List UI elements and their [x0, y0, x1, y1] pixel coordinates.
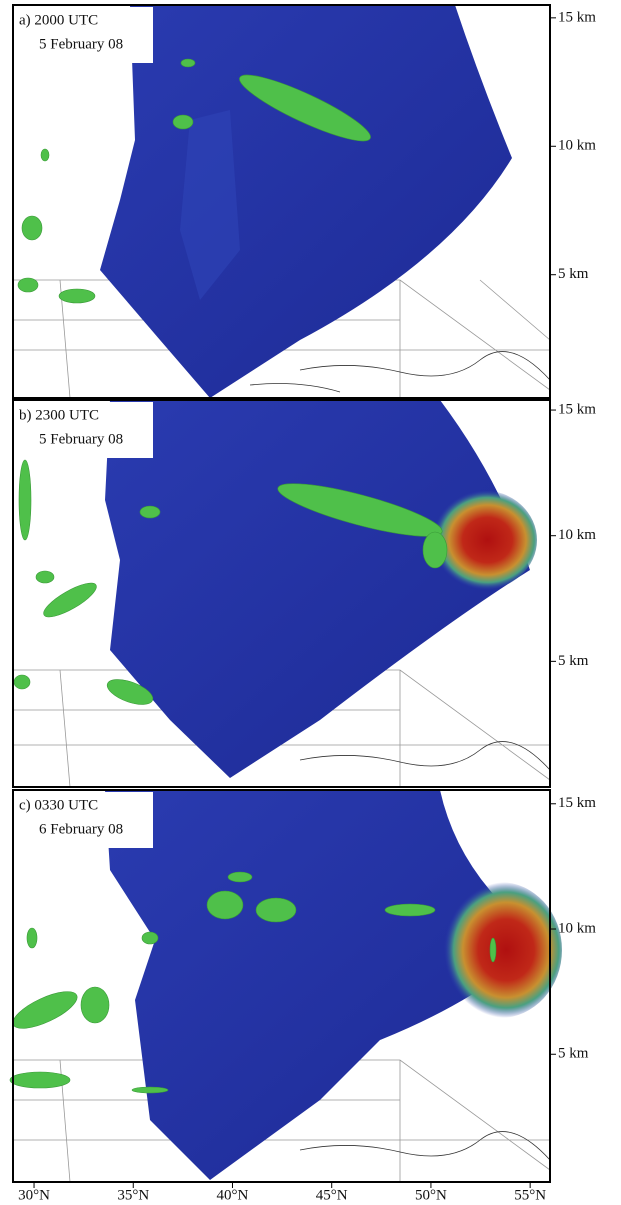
y-tick-label: 5 km [558, 266, 589, 282]
y-tick-label: 10 km [558, 527, 596, 543]
x-tick-label: 50°N [415, 1187, 447, 1203]
panel-subtitle: 5 February 08 [39, 431, 123, 447]
panel-a-render [13, 5, 550, 398]
panel-title: a) 2000 UTC [19, 12, 98, 28]
y-tick-label: 15 km [558, 9, 596, 25]
y-tick-label: 15 km [558, 401, 596, 417]
panel-subtitle: 6 February 08 [39, 821, 123, 837]
x-tick-label: 45°N [316, 1187, 348, 1203]
panel-subtitle: 5 February 08 [39, 36, 123, 52]
panel-title: c) 0330 UTC [19, 797, 98, 813]
panel-c-render [8, 790, 562, 1182]
panel-title: b) 2300 UTC [19, 407, 99, 423]
figure: a) 2000 UTC 5 February 08 15 km 10 km 5 km b)… [0, 0, 621, 1205]
y-tick-label: 10 km [558, 138, 596, 154]
x-tick-label: 55°N [514, 1187, 546, 1203]
x-tick-label: 30°N [18, 1187, 50, 1203]
panel-b-render [13, 400, 550, 787]
x-tick-label: 35°N [117, 1187, 149, 1203]
y-tick-label: 5 km [558, 1046, 589, 1062]
y-tick-label: 5 km [558, 653, 589, 669]
x-tick-label: 40°N [217, 1187, 249, 1203]
y-tick-label: 15 km [558, 795, 596, 811]
y-tick-label: 10 km [558, 920, 596, 936]
